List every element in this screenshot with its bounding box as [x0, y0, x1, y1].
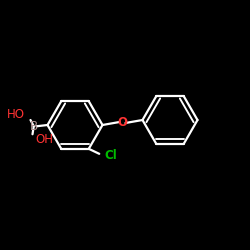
- Text: Cl: Cl: [104, 148, 117, 162]
- Text: O: O: [118, 116, 128, 129]
- Text: HO: HO: [6, 108, 25, 121]
- Text: OH: OH: [36, 133, 54, 146]
- Text: B: B: [30, 120, 38, 133]
